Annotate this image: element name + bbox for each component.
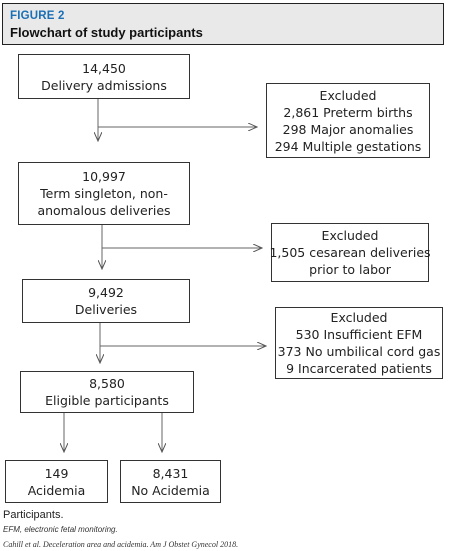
box-excluded-2: Excluded 1,505 cesarean deliveries prior… (269, 223, 431, 282)
excluded3-heading: Excluded (330, 310, 388, 325)
box-no-acidemia: 8,431 No Acidemia (120, 460, 221, 503)
caption-abbreviation: EFM, electronic fetal monitoring. (3, 525, 118, 534)
box-delivery-admissions: 14,450 Delivery admissions (18, 54, 190, 99)
box-deliveries: 9,492 Deliveries (22, 279, 190, 323)
caption-title: Participants. (3, 509, 64, 521)
figure-header: FIGURE 2 Flowchart of study participants (2, 3, 444, 45)
excluded1-line1: 2,861 Preterm births (283, 104, 413, 120)
excluded2-line2: prior to labor (309, 262, 391, 277)
box-excluded-1: Excluded 2,861 Preterm births 298 Major … (266, 83, 430, 158)
box-acidemia: 149 Acidemia (5, 460, 108, 503)
admissions-count: 14,450 (82, 60, 126, 76)
caption-citation: Cahill et al. Deceleration area and acid… (3, 540, 239, 549)
excluded2-line1: 1,505 cesarean deliveries (269, 245, 431, 260)
eligible-label: Eligible participants (45, 393, 169, 408)
deliveries-label: Deliveries (74, 302, 138, 317)
box-term-deliveries: 10,997 Term singleton, non- anomalous de… (18, 162, 190, 225)
eligible-count: 8,580 (89, 376, 125, 391)
figure-title: Flowchart of study participants (10, 25, 203, 40)
excluded1-line2: 298 Major anomalies (282, 121, 414, 137)
excluded1-heading: Excluded (319, 87, 377, 103)
term-label-line1: Term singleton, non- (40, 186, 168, 201)
acidemia-count: 149 (44, 465, 69, 481)
acidemia-label: Acidemia (27, 482, 86, 498)
figure-label: FIGURE 2 (10, 10, 65, 22)
excluded1-line3: 294 Multiple gestations (274, 138, 422, 154)
no-acidemia-count: 8,431 (152, 465, 189, 481)
term-count: 10,997 (82, 169, 126, 184)
excluded2-heading: Excluded (321, 228, 379, 243)
excluded3-line1: 530 Insufficient EFM (295, 327, 423, 342)
no-acidemia-label: No Acidemia (131, 482, 210, 498)
box-eligible-participants: 8,580 Eligible participants (20, 371, 194, 413)
excluded3-line3: 9 Incarcerated patients (286, 361, 432, 376)
term-label-line2: anomalous deliveries (37, 203, 171, 218)
excluded3-line2: 373 No umbilical cord gas (277, 344, 441, 359)
box-excluded-3: Excluded 530 Insufficient EFM 373 No umb… (275, 307, 443, 379)
deliveries-count: 9,492 (88, 285, 124, 300)
admissions-label: Delivery admissions (41, 77, 167, 93)
